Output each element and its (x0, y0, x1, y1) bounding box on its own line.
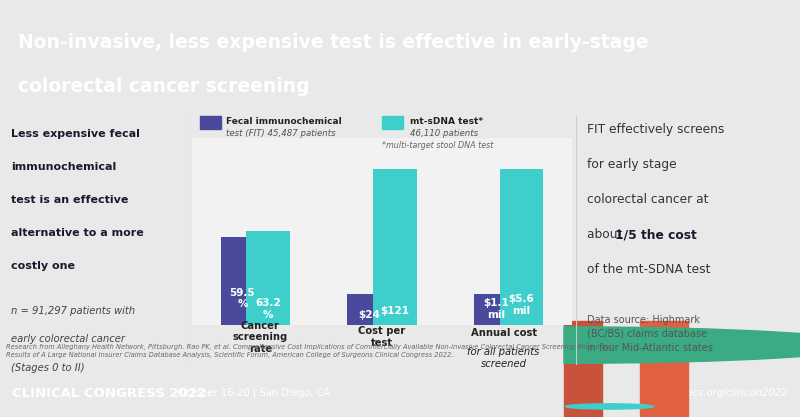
Text: *multi-target stool DNA test: *multi-target stool DNA test (382, 141, 494, 150)
Text: costly one: costly one (11, 261, 75, 271)
Text: Cost per
test: Cost per test (358, 327, 406, 348)
Text: (Stages 0 to II): (Stages 0 to II) (11, 362, 85, 372)
Text: $24: $24 (358, 310, 380, 320)
Bar (373, 168, 417, 325)
Text: colorectal cancer screening: colorectal cancer screening (18, 78, 310, 96)
Wedge shape (564, 327, 800, 363)
Text: CLINICAL CONGRESS 2022: CLINICAL CONGRESS 2022 (12, 387, 206, 399)
Text: Less expensive fecal: Less expensive fecal (11, 128, 140, 138)
Text: FIT effectively screens: FIT effectively screens (587, 123, 725, 136)
Bar (500, 168, 543, 325)
Text: Annual cost: Annual cost (470, 329, 537, 339)
Text: 59.5
%: 59.5 % (230, 288, 255, 309)
Text: Data source: Highmark
(BC/BS) claims database
in four Mid-Atlantic states: Data source: Highmark (BC/BS) claims dat… (587, 315, 713, 353)
Bar (246, 231, 290, 325)
Text: 63.2
%: 63.2 % (255, 298, 281, 319)
Text: immunochemical: immunochemical (11, 162, 117, 172)
Text: 46,110 patients: 46,110 patients (410, 129, 478, 138)
Text: alternative to a more: alternative to a more (11, 228, 144, 238)
Text: 1/5 the cost: 1/5 the cost (615, 228, 697, 241)
Circle shape (566, 404, 654, 409)
Bar (200, 116, 221, 129)
Text: facs.org/clincon2022: facs.org/clincon2022 (683, 388, 787, 398)
Text: for early stage: for early stage (587, 158, 677, 171)
Text: Cancer
screening
rate: Cancer screening rate (233, 321, 288, 354)
Bar (347, 294, 391, 325)
Text: October 16-20 | San Diego, CA: October 16-20 | San Diego, CA (178, 388, 330, 398)
Text: test (FIT) 45,487 patients: test (FIT) 45,487 patients (226, 129, 336, 138)
Bar (474, 294, 518, 325)
Text: test is an effective: test is an effective (11, 195, 129, 205)
Text: Research from Alleghany Health Network, Pittsburgh. Rao PK, et al. Comprehensive: Research from Alleghany Health Network, … (6, 344, 613, 359)
Text: colorectal cancer at: colorectal cancer at (587, 193, 709, 206)
FancyBboxPatch shape (564, 321, 602, 417)
Text: n = 91,297 patients with: n = 91,297 patients with (11, 306, 135, 316)
Bar (221, 237, 264, 325)
FancyBboxPatch shape (640, 321, 688, 417)
Text: $121: $121 (380, 306, 410, 316)
Text: Non-invasive, less expensive test is effective in early-stage: Non-invasive, less expensive test is eff… (18, 33, 648, 52)
Text: about: about (587, 228, 626, 241)
Bar (382, 116, 403, 129)
Text: early colorectal cancer: early colorectal cancer (11, 334, 126, 344)
Text: Fecal immunochemical: Fecal immunochemical (226, 116, 342, 126)
Text: of the mt-SDNA test: of the mt-SDNA test (587, 263, 710, 276)
Text: $5.6
mil: $5.6 mil (509, 294, 534, 316)
Text: mt-sDNA test*: mt-sDNA test* (410, 116, 484, 126)
Text: for all patients
screened: for all patients screened (467, 347, 540, 369)
Text: $1.1
mil: $1.1 mil (483, 298, 509, 320)
